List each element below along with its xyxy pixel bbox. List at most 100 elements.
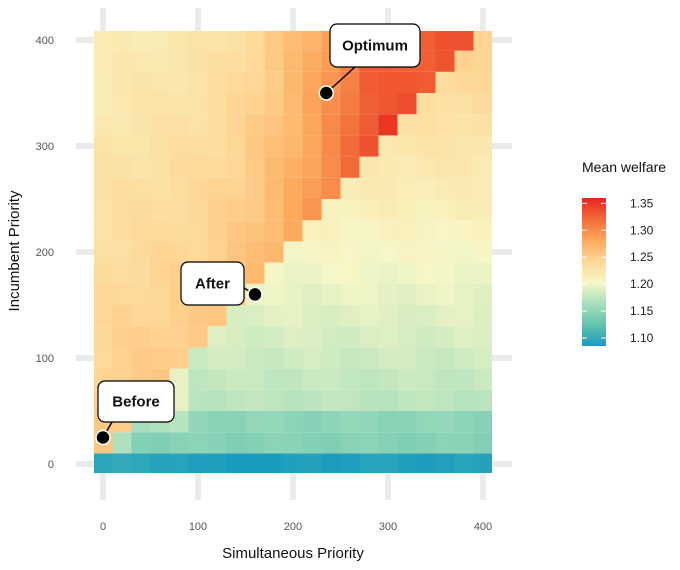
heat-cell	[340, 93, 360, 115]
heat-cell	[454, 411, 474, 433]
heat-cell	[226, 368, 246, 390]
heat-cell	[435, 262, 455, 284]
heat-cell	[188, 220, 208, 242]
heat-cell	[94, 199, 113, 221]
heat-cell	[340, 453, 360, 473]
annotation-point	[95, 429, 111, 446]
heat-cell	[359, 389, 379, 411]
heat-cell	[283, 368, 303, 390]
heat-cell	[112, 50, 132, 72]
heat-cell	[112, 326, 132, 348]
heat-cell	[169, 220, 189, 242]
heat-cell	[435, 71, 455, 93]
heat-cell	[264, 368, 284, 390]
heat-cell	[226, 31, 246, 51]
heat-cell	[302, 389, 322, 411]
heat-cell	[131, 305, 151, 327]
x-tick-labels: 0 100 200 300 400	[100, 521, 492, 533]
heat-cell	[435, 368, 455, 390]
heat-cell	[283, 326, 303, 348]
heat-cell	[94, 326, 113, 348]
heat-cell	[416, 368, 436, 390]
heat-cell	[94, 241, 113, 263]
heat-cell	[397, 389, 417, 411]
heat-cell	[188, 326, 208, 348]
heat-cell	[435, 93, 455, 115]
heat-cell	[94, 347, 113, 369]
heat-cell	[378, 135, 398, 157]
heat-cell	[454, 326, 474, 348]
heat-cell	[150, 156, 170, 178]
y-axis-title: Incumbent Priority	[6, 190, 23, 311]
heat-cell	[397, 93, 417, 115]
heat-cell	[340, 199, 360, 221]
heat-cell	[131, 50, 151, 72]
heat-cell	[283, 241, 303, 263]
heat-cell	[226, 177, 246, 199]
heat-cell	[188, 432, 208, 454]
heat-cell	[302, 347, 322, 369]
heat-cell	[245, 368, 265, 390]
heat-cell	[150, 432, 170, 454]
x-tick-label: 200	[284, 521, 302, 533]
heat-cell	[435, 135, 455, 157]
heat-cell	[150, 199, 170, 221]
heat-cell	[131, 326, 151, 348]
heat-cell	[283, 305, 303, 327]
heat-cell	[454, 283, 474, 305]
heat-cell	[264, 50, 284, 72]
heat-cell	[245, 389, 265, 411]
heat-cell	[245, 71, 265, 93]
heat-cell	[131, 156, 151, 178]
heat-cell	[416, 31, 436, 51]
heat-cell	[226, 453, 246, 473]
heat-cell	[473, 305, 492, 327]
heat-cell	[416, 156, 436, 178]
heat-cell	[226, 389, 246, 411]
heat-cell	[188, 389, 208, 411]
heat-cell	[112, 199, 132, 221]
heat-cell	[283, 262, 303, 284]
heat-cell	[397, 177, 417, 199]
heat-cell	[94, 305, 113, 327]
heat-cell	[283, 220, 303, 242]
heat-cell	[94, 453, 113, 473]
heat-cell	[112, 262, 132, 284]
heat-cell	[302, 156, 322, 178]
heat-cell	[321, 114, 341, 136]
heat-cell	[473, 177, 492, 199]
heat-cell	[245, 220, 265, 242]
heat-cell	[435, 389, 455, 411]
heat-cell	[188, 241, 208, 263]
annotation-label-box	[97, 380, 175, 423]
heat-cell	[207, 31, 227, 51]
heat-cell	[188, 31, 208, 51]
heat-cell	[169, 71, 189, 93]
heat-cell	[473, 326, 492, 348]
heat-cell	[359, 453, 379, 473]
heat-cell	[302, 368, 322, 390]
heat-cell	[397, 411, 417, 433]
heat-cell	[94, 283, 113, 305]
heat-cell	[416, 114, 436, 136]
heat-cell	[435, 241, 455, 263]
heat-cell	[264, 177, 284, 199]
heat-cell	[169, 50, 189, 72]
heat-cell	[112, 177, 132, 199]
heat-cell	[112, 31, 132, 51]
heat-cell	[150, 93, 170, 115]
heat-cell	[264, 305, 284, 327]
heat-cell	[321, 156, 341, 178]
heat-cell	[359, 368, 379, 390]
heat-cell	[245, 31, 265, 51]
heat-cell	[359, 220, 379, 242]
heat-cell	[416, 135, 436, 157]
heat-cell	[188, 347, 208, 369]
heat-cell	[416, 326, 436, 348]
legend-tick-label: 1.20	[630, 277, 654, 291]
heat-cell	[397, 305, 417, 327]
heat-cell	[226, 241, 246, 263]
heat-cell	[359, 432, 379, 454]
heat-cell	[283, 347, 303, 369]
heat-cell	[131, 347, 151, 369]
